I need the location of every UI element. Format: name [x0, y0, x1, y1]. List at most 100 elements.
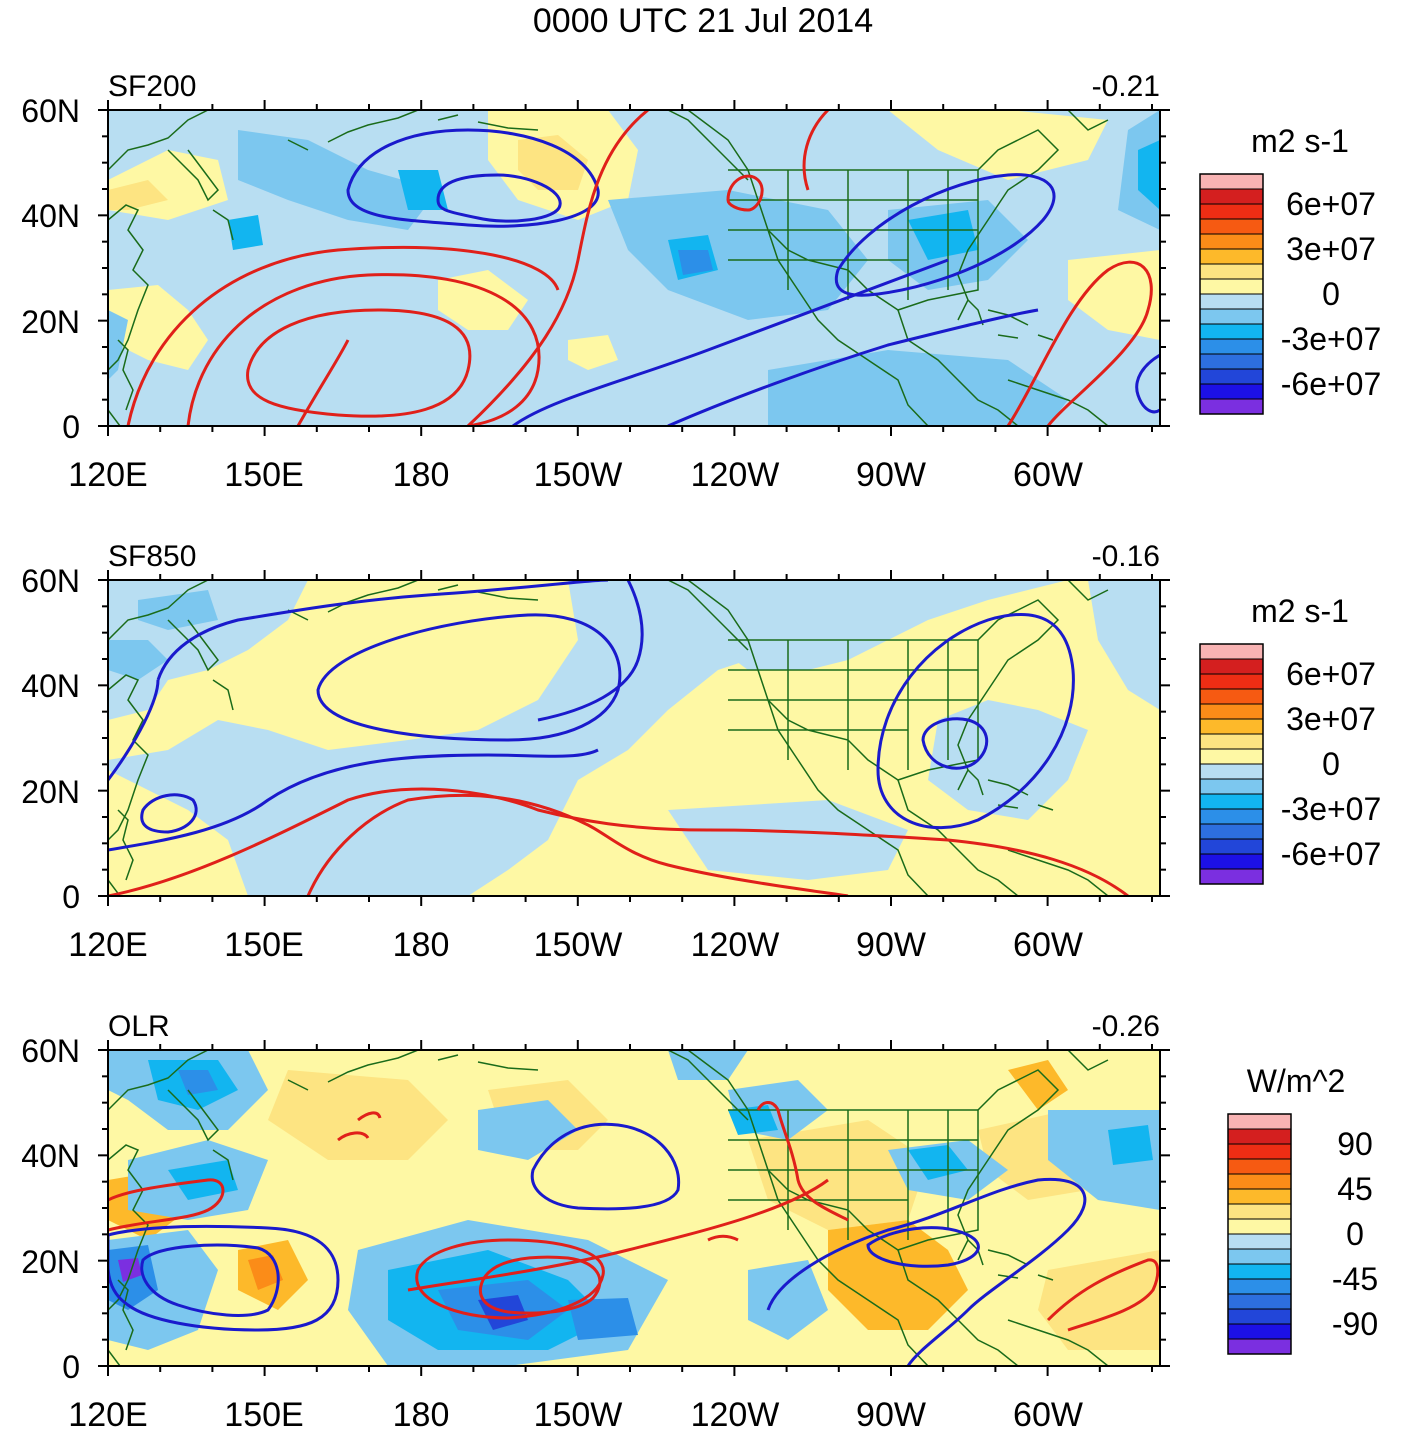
negative-contour	[140, 1243, 280, 1317]
negative-contour	[876, 612, 1075, 830]
x-tick-label: 120W	[691, 926, 780, 964]
negative-contour	[512, 258, 949, 426]
colorbar-label: -45	[1332, 1261, 1378, 1297]
x-tick-label: 120E	[68, 456, 147, 494]
panel-label: SF850	[108, 540, 196, 573]
colorbar-swatch	[1227, 1278, 1292, 1295]
negative-contour	[834, 173, 1056, 297]
shaded-region	[118, 1258, 142, 1282]
negative-contour	[530, 1122, 681, 1211]
colorbar-label: -3e+07	[1281, 321, 1382, 357]
colorbar-swatch	[1199, 398, 1264, 415]
colorbar-swatch	[1199, 853, 1264, 870]
colorbar-label: -6e+07	[1281, 836, 1382, 872]
figure-title: 0000 UTC 21 Jul 2014	[532, 2, 874, 40]
x-tick-label: 150W	[534, 1396, 623, 1434]
colorbar-swatch	[1199, 263, 1264, 280]
x-tick-label: 150W	[534, 926, 623, 964]
colorbar-swatch	[1199, 763, 1264, 780]
shaded-region	[1068, 250, 1160, 340]
x-tick-label: 120W	[691, 1396, 780, 1434]
colorbar-swatch	[1227, 1308, 1292, 1325]
panel-label: SF200	[108, 70, 196, 103]
colorbar-swatch	[1199, 793, 1264, 810]
x-tick-label: 120E	[68, 1396, 147, 1434]
x-tick-label: 90W	[856, 456, 926, 494]
negative-contour	[108, 1224, 340, 1332]
colorbar-label: -90	[1332, 1306, 1378, 1342]
positive-contour	[126, 245, 560, 426]
positive-contour	[707, 1234, 739, 1242]
positive-contour	[108, 787, 1129, 896]
x-tick-label: 180	[393, 926, 450, 964]
colorbar-swatch	[1199, 278, 1264, 295]
negative-contour	[1135, 353, 1160, 414]
positive-contour	[415, 1238, 605, 1320]
colorbar-swatch	[1227, 1113, 1292, 1130]
x-tick-label: 150W	[534, 456, 623, 494]
positive-contour	[756, 1101, 849, 1222]
y-tick-label: 40N	[21, 668, 80, 704]
y-tick-label: 20N	[21, 304, 80, 340]
y-tick-label: 60N	[21, 1033, 80, 1069]
colorbar-swatch	[1199, 838, 1264, 855]
colorbar-swatch	[1227, 1158, 1292, 1175]
colorbar-swatch	[1199, 248, 1264, 265]
colorbar-swatch	[1227, 1143, 1292, 1160]
colorbar-swatch	[1199, 368, 1264, 385]
y-tick-label: 40N	[21, 1138, 80, 1174]
colorbar-swatch	[1199, 658, 1264, 675]
panel-corner-value: -0.21	[1092, 70, 1160, 103]
colorbar-swatch	[1227, 1188, 1292, 1205]
x-tick-label: 150E	[224, 1396, 303, 1434]
shaded-region	[398, 170, 448, 210]
colorbar-swatch	[1227, 1263, 1292, 1280]
y-tick-label: 60N	[21, 563, 80, 599]
colorbar-swatch	[1199, 643, 1264, 660]
negative-contour	[537, 580, 644, 722]
negative-contour	[108, 748, 599, 852]
shaded-region	[108, 180, 168, 210]
map-content	[108, 1050, 1160, 1366]
colorbar-swatch	[1227, 1338, 1292, 1355]
map-content	[108, 110, 1160, 426]
shaded-region	[108, 285, 208, 370]
colorbar-label: 6e+07	[1286, 656, 1376, 692]
positive-contour	[407, 1178, 829, 1292]
colorbar-swatch	[1199, 233, 1264, 250]
x-tick-label: 90W	[856, 1396, 926, 1434]
shaded-region	[568, 1298, 638, 1340]
negative-contour	[436, 173, 562, 223]
colorbar-label: 6e+07	[1286, 186, 1376, 222]
panel-label: OLR	[108, 1010, 170, 1043]
colorbar-swatch	[1199, 383, 1264, 400]
colorbar-swatch	[1199, 203, 1264, 220]
shaded-region	[928, 700, 1088, 820]
shaded-region	[438, 270, 528, 330]
colorbar-swatch	[1227, 1323, 1292, 1340]
shaded-region	[748, 1260, 828, 1340]
panel-sf850: SF850 -0.16 120E 150E 180 150W 120W 90W 60W 60N 40…	[21, 540, 1381, 964]
colorbar-label: -3e+07	[1281, 791, 1382, 827]
x-tick-label: 120W	[691, 456, 780, 494]
negative-contour	[766, 1177, 1087, 1366]
shaded-region	[888, 110, 1108, 180]
colorbar-swatch	[1199, 673, 1264, 690]
map-area	[108, 580, 1160, 896]
panel-corner-value: -0.16	[1092, 540, 1160, 573]
colorbar-swatch	[1199, 733, 1264, 750]
positive-contour	[466, 110, 649, 426]
shaded-region	[178, 1070, 218, 1095]
x-tick-label: 150E	[224, 456, 303, 494]
colorbar-swatch	[1199, 823, 1264, 840]
colorbar-swatch	[1199, 188, 1264, 205]
colorbar-swatch	[1227, 1203, 1292, 1220]
positive-contour	[337, 1111, 382, 1142]
colorbar-frame	[1227, 1113, 1292, 1355]
colorbar-label: 0	[1322, 746, 1340, 782]
colorbar-swatch	[1199, 308, 1264, 325]
shaded-region	[108, 640, 168, 680]
x-tick-label: 180	[393, 1396, 450, 1434]
colorbar-swatch	[1199, 353, 1264, 370]
x-tick-label: 180	[393, 456, 450, 494]
